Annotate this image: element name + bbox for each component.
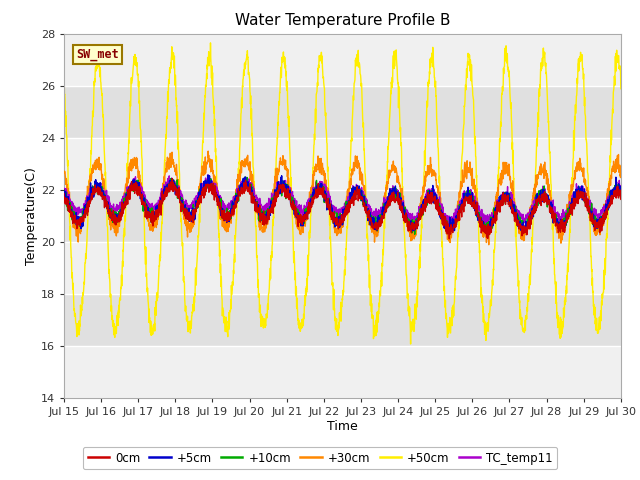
+50cm [359,115,367,121]
Bar [64,34,621,86]
Bar [64,138,621,190]
Line: TC_temp11: TC_temp11 [64,175,621,225]
Text: SW_met: SW_met [76,48,119,61]
+50cm [584,169,591,175]
0cm [617,196,625,202]
Line: 0cm: 0cm [64,179,621,239]
Bar [64,294,621,346]
+10cm [241,174,248,180]
+10cm [216,204,223,210]
Bar [64,190,621,242]
Line: +10cm: +10cm [64,177,621,236]
Bar [64,346,621,398]
+50cm [207,40,214,46]
0cm [359,195,367,201]
Title: Water Temperature Profile B: Water Temperature Profile B [235,13,450,28]
+30cm [568,185,576,191]
Legend: 0cm, +5cm, +10cm, +30cm, +50cm, TC_temp11: 0cm, +5cm, +10cm, +30cm, +50cm, TC_temp1… [83,447,557,469]
+30cm [505,172,513,178]
+5cm [444,231,452,237]
TC_temp11 [371,219,379,225]
+30cm [204,148,212,154]
TC_temp11 [359,196,367,202]
+50cm [505,67,513,72]
Line: +30cm: +30cm [64,151,621,245]
0cm [168,176,176,181]
0cm [445,236,453,242]
0cm [60,191,68,196]
+5cm [216,206,223,212]
Y-axis label: Temperature(C): Temperature(C) [25,167,38,265]
+10cm [359,192,367,198]
+50cm [568,175,576,180]
0cm [584,208,591,214]
+10cm [568,199,576,205]
0cm [568,206,576,212]
+50cm [216,253,223,259]
+5cm [359,193,367,199]
+10cm [484,233,492,239]
+5cm [60,188,68,193]
+10cm [60,188,68,193]
+10cm [584,204,591,210]
+30cm [359,176,367,182]
+30cm [584,192,591,198]
+30cm [371,233,379,239]
TC_temp11 [568,202,576,207]
+30cm [216,214,223,219]
+30cm [485,242,493,248]
+5cm [568,196,576,202]
TC_temp11 [505,195,513,201]
+10cm [617,191,625,196]
+5cm [617,184,625,190]
+30cm [60,170,68,176]
0cm [371,224,379,229]
0cm [505,199,513,205]
Bar [64,242,621,294]
Bar [64,86,621,138]
Line: +5cm: +5cm [64,175,621,234]
+50cm [617,86,625,92]
+30cm [617,165,625,170]
Line: +50cm: +50cm [64,43,621,344]
+5cm [371,227,379,232]
+10cm [505,195,513,201]
+5cm [584,203,591,208]
TC_temp11 [584,198,591,204]
TC_temp11 [60,188,68,193]
+5cm [204,172,212,178]
+50cm [371,333,379,339]
+10cm [371,216,379,222]
TC_temp11 [446,222,454,228]
0cm [216,205,223,211]
+50cm [407,341,415,347]
TC_temp11 [216,194,223,200]
+5cm [505,190,513,196]
+50cm [60,79,68,84]
TC_temp11 [204,172,211,178]
X-axis label: Time: Time [327,420,358,433]
TC_temp11 [617,184,625,190]
